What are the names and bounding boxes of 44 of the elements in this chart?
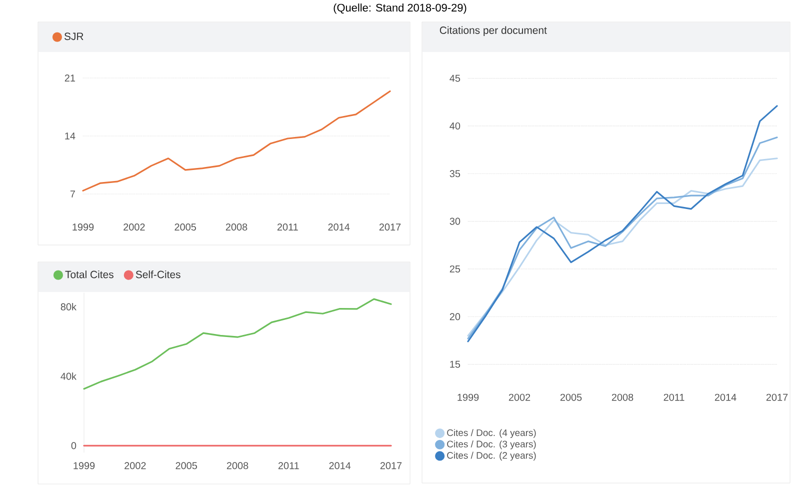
x-tick-label: 2002 <box>508 394 530 401</box>
legend-label: SJR <box>64 32 84 40</box>
y-tick-label: 30 <box>450 218 460 225</box>
y-tick-label: 40k <box>60 372 76 380</box>
x-tick-label: 2011 <box>277 224 298 231</box>
chart-title: Citations per document <box>440 26 547 36</box>
line-series <box>82 90 391 192</box>
x-tick-label: 2011 <box>664 394 684 401</box>
legend-label: Total Cites <box>65 270 114 278</box>
x-tick-label: 2017 <box>379 224 401 231</box>
y-tick-label: 14 <box>65 132 76 140</box>
x-tick-label: 2011 <box>278 462 299 470</box>
y-tick-label: 25 <box>450 265 460 272</box>
legend-label: Cites / Doc. (4 years) <box>447 429 536 438</box>
y-tick-label: 20 <box>450 313 460 320</box>
x-tick-label: 2017 <box>380 462 402 470</box>
x-tick-label: 1999 <box>74 462 95 470</box>
x-tick-label: 1999 <box>458 394 479 401</box>
legend-label: Cites / Doc. (3 years) <box>447 440 536 450</box>
text: (Quelle: Stand 2018-09-29) <box>334 4 466 14</box>
x-tick-label: 2014 <box>329 462 351 470</box>
y-tick-label: 0 <box>71 442 76 450</box>
x-tick-label: 2008 <box>226 462 248 470</box>
line-series <box>83 298 392 390</box>
x-tick-label: 2005 <box>560 394 582 401</box>
y-tick-label: 35 <box>450 170 460 178</box>
y-tick-label: 21 <box>64 74 75 82</box>
x-tick-label: 2008 <box>612 394 634 401</box>
y-tick-label: 7 <box>70 190 75 198</box>
x-tick-label: 1999 <box>72 224 94 231</box>
y-tick-label: 45 <box>450 74 460 82</box>
x-tick-label: 2005 <box>176 462 197 470</box>
x-tick-label: 2002 <box>124 224 145 231</box>
x-tick-label: 2005 <box>174 224 196 231</box>
x-tick-label: 2014 <box>714 394 736 401</box>
x-tick-label: 2008 <box>226 224 248 231</box>
legend-label: Cites / Doc. (2 years) <box>447 452 536 461</box>
x-tick-label: 2017 <box>766 394 788 401</box>
legend-label: Self-Cites <box>136 270 180 278</box>
y-tick-label: 40 <box>450 122 460 130</box>
x-tick-label: 2014 <box>328 224 350 231</box>
y-tick-label: 80k <box>60 303 76 310</box>
y-tick-label: 15 <box>450 360 460 368</box>
x-tick-label: 2002 <box>124 462 146 470</box>
